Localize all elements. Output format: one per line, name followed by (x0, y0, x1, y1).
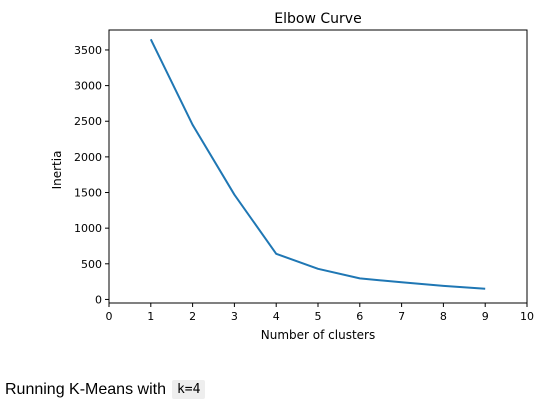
elbow-chart: Elbow Curve 0 1 2 3 4 5 6 7 8 9 10 0 500 1000 1500 2000… (50, 11, 534, 342)
series-line (149, 38, 486, 290)
x-tick-label: 4 (273, 310, 280, 323)
chart-title: Elbow Curve (274, 11, 361, 27)
run-caption: Running K-Means with k=4 (5, 380, 206, 399)
y-tick-label: 3500 (74, 44, 102, 57)
x-tick-label: 1 (147, 310, 154, 323)
y-tick-label: 500 (81, 258, 102, 271)
x-axis-label: Number of clusters (261, 328, 375, 342)
caption-code: k=4 (171, 380, 206, 399)
x-tick-label: 6 (356, 310, 363, 323)
x-tick-label: 0 (106, 310, 113, 323)
y-axis-label: Inertia (50, 151, 64, 190)
y-tick-label: 2000 (74, 151, 102, 164)
y-tick-label: 1000 (74, 222, 102, 235)
plot-frame (108, 29, 528, 304)
y-tick-label: 2500 (74, 115, 102, 128)
x-tick-label: 2 (189, 310, 196, 323)
y-tick-label: 1500 (74, 187, 102, 200)
x-tick-label: 7 (398, 310, 405, 323)
y-tick-label: 0 (95, 293, 102, 306)
x-tick-label: 9 (482, 310, 489, 323)
caption-text: Running K-Means with (5, 380, 166, 398)
x-tick-label: 5 (315, 310, 322, 323)
x-tick-label: 8 (440, 310, 447, 323)
y-tick-label: 3000 (74, 80, 102, 93)
x-tick-label: 10 (520, 310, 534, 323)
x-tick-label: 3 (231, 310, 238, 323)
